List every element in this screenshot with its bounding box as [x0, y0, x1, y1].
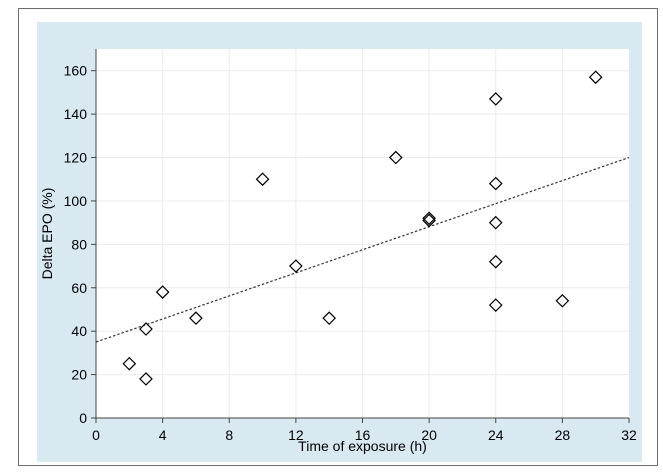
y-tick-label: 0 [79, 410, 87, 426]
data-point [122, 356, 137, 371]
data-point [155, 285, 170, 299]
y-tick-label: 160 [64, 63, 88, 79]
x-tick-label: 4 [159, 427, 167, 443]
scatter-chart: 0 4 8 12 16 20 24 28 32 0 20 40 60 80 100 120 140 160 Tim… [37, 22, 642, 462]
data-point [488, 298, 503, 312]
data-point [322, 311, 337, 326]
data-point [588, 70, 603, 85]
data-point [139, 322, 153, 336]
y-tick-label: 60 [71, 280, 87, 296]
y-tick-label: 40 [71, 323, 87, 339]
tick-labels: 0 4 8 12 16 20 24 28 32 0 20 40 60 80 100 120 140 160 [64, 63, 637, 443]
y-axis-title: Delta EPO (%) [39, 188, 55, 280]
y-tick-label: 100 [64, 193, 88, 209]
x-axis-title: Time of exposure (h) [298, 438, 427, 454]
x-tick-label: 20 [421, 427, 437, 443]
data-point [555, 293, 570, 308]
data-point [289, 259, 303, 273]
x-tick-label: 24 [488, 427, 504, 443]
y-tick-label: 80 [71, 236, 87, 252]
grid-lines [96, 49, 629, 418]
data-point [189, 311, 203, 326]
data-point [488, 176, 503, 191]
x-tick-label: 32 [621, 427, 637, 443]
x-tick-label: 0 [92, 427, 100, 443]
data-point [139, 372, 153, 386]
data-point [388, 150, 403, 165]
data-point [488, 254, 503, 269]
data-point [488, 92, 503, 106]
y-tick-label: 140 [64, 106, 88, 122]
y-tick-label: 20 [71, 367, 87, 383]
x-tick-label: 12 [288, 427, 304, 443]
axes [91, 49, 630, 423]
trend-line [95, 156, 630, 343]
data-point [422, 211, 436, 226]
figure-frame: 0 4 8 12 16 20 24 28 32 0 20 40 60 80 100 120 140 160 Tim… [18, 8, 658, 466]
data-point [422, 213, 436, 228]
x-tick-label: 16 [355, 427, 371, 443]
y-tick-label: 120 [64, 150, 88, 166]
data-point [255, 172, 270, 187]
data-point [488, 215, 503, 230]
x-tick-label: 28 [555, 427, 571, 443]
data-points [122, 70, 603, 386]
x-tick-label: 8 [225, 427, 233, 443]
